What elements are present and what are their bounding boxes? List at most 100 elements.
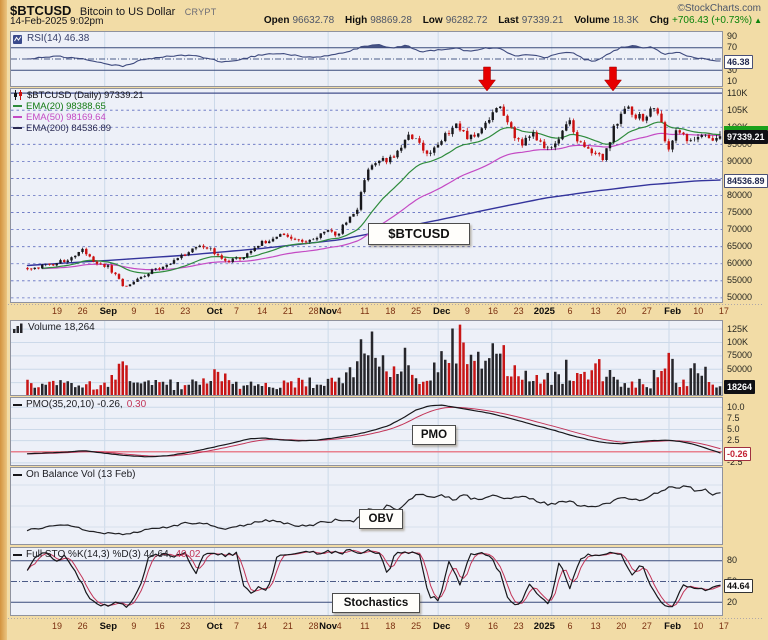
x-tick: Nov xyxy=(319,621,338,632)
stoch-last-value-box: 44.64 xyxy=(724,579,753,594)
ema-value-strip xyxy=(724,126,768,130)
chg-up-arrow-icon: ▲ xyxy=(754,16,762,25)
low-value: 96282.72 xyxy=(445,15,488,26)
x-tick: 27 xyxy=(641,306,652,316)
x-tick: Dec xyxy=(433,306,451,317)
symbol-annotation-box: $BTCUSD xyxy=(368,223,470,245)
x-tick: 28 xyxy=(308,306,319,316)
pmo-legend-label: PMO(35,20,10) -0.26, xyxy=(26,399,123,410)
x-tick: 26 xyxy=(77,306,88,316)
price-last-value-box: 97339.21 xyxy=(724,130,768,145)
x-tick: 14 xyxy=(257,306,268,316)
x-tick: 18 xyxy=(385,306,396,316)
x-tick: 21 xyxy=(282,306,293,316)
x-tick: 25 xyxy=(411,306,422,316)
ema20-line-icon xyxy=(13,105,22,107)
x-tick: Oct xyxy=(206,621,223,632)
left-edge-strip xyxy=(0,0,7,640)
rsi-indicator-icon xyxy=(13,34,22,44)
x-tick: 17 xyxy=(718,621,729,631)
x-tick: 7 xyxy=(234,306,240,316)
x-tick: Sep xyxy=(99,621,118,632)
x-tick: 23 xyxy=(180,306,191,316)
x-tick: 6 xyxy=(567,621,573,631)
volume-bars-icon xyxy=(13,323,23,333)
volume-axis-label: 75000 xyxy=(727,350,753,361)
open-label: Open xyxy=(263,15,290,26)
symbol-name: Bitcoin to US Dollar xyxy=(79,6,176,18)
stoch-d-value: 40.02 xyxy=(175,549,201,560)
x-tick: 17 xyxy=(718,306,729,316)
pmo-axis-label: 5.0 xyxy=(727,423,740,434)
x-tick: 27 xyxy=(641,621,652,631)
pmo-line-icon xyxy=(13,403,22,406)
obv-annotation-box: OBV xyxy=(359,509,403,529)
x-tick: Feb xyxy=(664,306,682,317)
pmo-axis-label: 10.0 xyxy=(727,401,745,412)
symbol-exchange: CRYPT xyxy=(184,7,217,17)
high-label: High xyxy=(344,15,368,26)
x-tick: 21 xyxy=(282,621,293,631)
x-tick: Feb xyxy=(664,621,682,632)
x-tick: 2025 xyxy=(533,306,555,317)
x-tick: 11 xyxy=(360,621,370,631)
price-legend: $BTCUSD (Daily) 97339.21 EMA(20) 98388.6… xyxy=(13,90,144,134)
price-axis-label: 60000 xyxy=(727,258,753,269)
x-tick: 16 xyxy=(154,306,165,316)
x-tick: 10 xyxy=(693,306,704,316)
quote-bar: Open 96632.78 High 98869.28 Low 96282.72 La… xyxy=(256,15,762,26)
x-tick: 26 xyxy=(77,621,88,631)
price-axis-label: 55000 xyxy=(727,275,753,286)
x-tick: 23 xyxy=(180,621,191,631)
price-axis-label: 75000 xyxy=(727,207,753,218)
chg-value: +706.43 (+0.73%) xyxy=(672,15,753,26)
stockcharts-credit: ©StockCharts.com xyxy=(677,3,761,14)
price-last-value-box: 84536.89 xyxy=(724,174,768,189)
rsi-panel[interactable] xyxy=(10,31,723,87)
x-tick: 13 xyxy=(590,306,601,316)
chart-datetime: 14-Feb-2025 9:02pm xyxy=(10,16,104,27)
x-tick: Oct xyxy=(206,306,223,317)
volume-axis-label: 50000 xyxy=(727,363,753,374)
x-tick: 19 xyxy=(51,621,63,631)
x-tick: 16 xyxy=(488,621,499,631)
price-axis-label: 70000 xyxy=(727,224,753,235)
rsi-axis-label: 30 xyxy=(727,64,738,75)
pmo-last-value-box: -0.26 xyxy=(724,446,751,461)
ema20-legend-label: EMA(20) 98388.65 xyxy=(26,100,106,112)
pmo-annotation-box: PMO xyxy=(412,425,456,445)
x-tick: 23 xyxy=(513,621,524,631)
volume-axis-label: 100K xyxy=(727,336,749,347)
price-axis-label: 80000 xyxy=(727,190,753,200)
rsi-legend: RSI(14) 46.38 xyxy=(13,33,89,44)
pmo-axis-label: 2.5 xyxy=(727,435,740,446)
volume-legend: Volume 18,264 xyxy=(13,322,95,333)
volume-axis-label: 125K xyxy=(727,323,749,334)
ema200-line-icon xyxy=(13,127,22,129)
chart-header: $BTCUSD Bitcoin to US Dollar CRYPT xyxy=(10,2,217,18)
x-tick: 9 xyxy=(464,621,470,631)
obv-legend-label: On Balance Vol (13 Feb) xyxy=(26,469,136,480)
x-tick: 16 xyxy=(154,621,165,631)
open-value: 96632.78 xyxy=(292,15,335,26)
x-tick: 7 xyxy=(234,621,240,631)
x-tick: 4 xyxy=(336,306,342,316)
obv-line-icon xyxy=(13,473,22,476)
ema50-legend-label: EMA(50) 98169.64 xyxy=(26,111,106,123)
x-tick: 11 xyxy=(360,306,370,316)
price-axis-label: 65000 xyxy=(727,241,753,252)
low-label: Low xyxy=(422,15,443,26)
x-tick: 9 xyxy=(464,306,470,316)
x-tick: 19 xyxy=(51,306,63,316)
stoch-axis-label: 20 xyxy=(727,596,738,607)
price-axis-label: 90000 xyxy=(727,155,753,166)
x-tick: Dec xyxy=(433,621,451,632)
pmo-signal-value: 0.30 xyxy=(126,399,147,410)
x-tick: 4 xyxy=(336,621,342,631)
x-tick: 13 xyxy=(590,621,601,631)
last-value: 97339.21 xyxy=(521,15,564,26)
obv-legend: On Balance Vol (13 Feb) xyxy=(13,469,136,480)
volume-panel[interactable] xyxy=(10,320,723,396)
ema200-legend-label: EMA(200) 84536.89 xyxy=(26,122,112,134)
